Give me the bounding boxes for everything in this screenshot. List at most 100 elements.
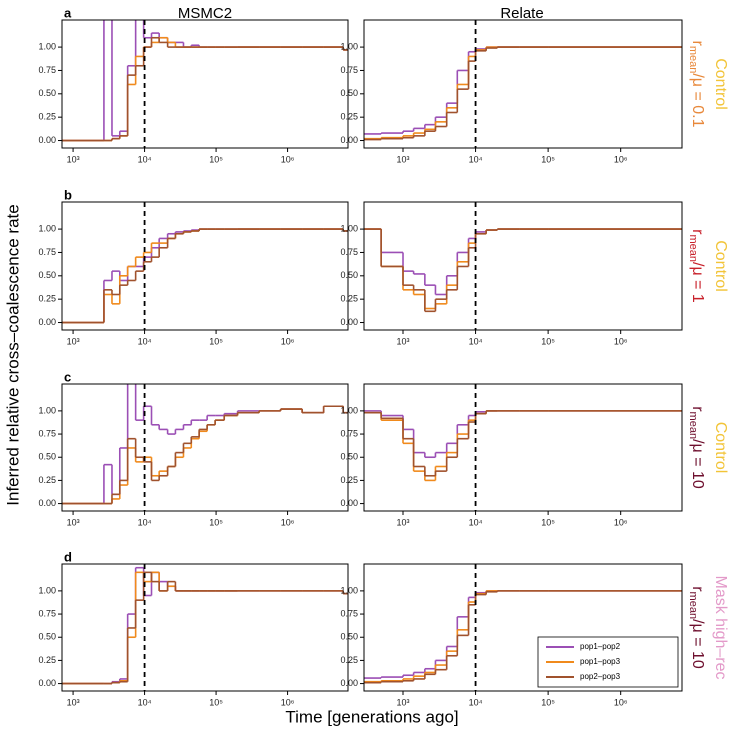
- y-tick-label: 1.00: [340, 405, 358, 415]
- x-tick-label: 10⁴: [469, 336, 483, 346]
- row-condition: Mask high–rec: [712, 575, 729, 679]
- x-tick-label: 10⁴: [469, 154, 483, 164]
- legend-label: pop2–pop3: [580, 672, 621, 681]
- y-tick-label: 0.50: [38, 88, 56, 98]
- plot-lines: [62, 20, 348, 142]
- y-tick-label: 1.00: [340, 223, 358, 233]
- row-ratio: rmean/μ = 0.1: [687, 41, 706, 128]
- y-tick-label: 0.50: [340, 632, 358, 642]
- row-condition: Control: [712, 422, 729, 474]
- x-tick-label: 10⁶: [614, 336, 628, 346]
- y-tick-label: 0.25: [340, 294, 358, 304]
- y-tick-label: 1.00: [340, 585, 358, 595]
- y-tick-label: 0.75: [340, 428, 358, 438]
- plot-frame: [61, 201, 349, 331]
- y-tick-label: 0.25: [340, 655, 358, 665]
- y-tick-label: 0.00: [340, 135, 358, 145]
- plot-lines: [364, 46, 682, 141]
- row-ratio: rmean/μ = 10: [687, 406, 706, 489]
- x-tick-label: 10⁶: [614, 154, 628, 164]
- x-tick-label: 10⁶: [614, 697, 628, 707]
- y-tick-label: 0.25: [38, 294, 56, 304]
- plot-frame: [61, 383, 349, 512]
- plot-lines: [364, 590, 682, 684]
- x-tick-label: 10⁴: [138, 154, 152, 164]
- plot-lines: [364, 228, 682, 313]
- x-tick-label: 10⁵: [541, 154, 555, 164]
- y-tick-label: 0.50: [38, 270, 56, 280]
- plot-frame: [363, 383, 683, 512]
- ratio-rest: /μ = 0.1: [689, 73, 706, 127]
- y-tick-label: 0.50: [340, 88, 358, 98]
- y-tick-label: 1.00: [38, 405, 56, 415]
- ratio-rest: /μ = 10: [689, 619, 706, 669]
- y-tick-label: 0.50: [38, 632, 56, 642]
- x-tick-label: 10⁵: [541, 336, 555, 346]
- plot-lines: [364, 410, 682, 482]
- x-tick-label: 10⁴: [469, 517, 483, 527]
- row-ratio: rmean/μ = 1: [687, 229, 706, 303]
- y-tick-label: 0.00: [340, 678, 358, 688]
- ratio-symbol: r: [689, 406, 706, 412]
- y-tick-label: 0.00: [340, 498, 358, 508]
- y-tick-label: 0.00: [38, 135, 56, 145]
- x-tick-label: 10⁵: [541, 697, 555, 707]
- y-tick-label: 0.75: [38, 428, 56, 438]
- plot-lines: [62, 566, 348, 685]
- panel-letter: c: [64, 369, 71, 384]
- x-tick-label: 10⁵: [209, 336, 223, 346]
- y-tick-label: 0.75: [340, 247, 358, 257]
- x-tick-label: 10⁶: [281, 336, 295, 346]
- panel-letter: d: [64, 549, 72, 564]
- plot-frame: [363, 19, 683, 149]
- x-tick-label: 10⁶: [281, 517, 295, 527]
- row-condition: Control: [712, 240, 729, 292]
- column-title: Relate: [500, 5, 543, 22]
- x-tick-label: 10⁴: [138, 336, 152, 346]
- panel-letter: a: [64, 5, 72, 20]
- legend-label: pop1–pop2: [580, 642, 621, 651]
- ratio-rest: /μ = 1: [689, 262, 706, 303]
- legend-label: pop1–pop3: [580, 657, 621, 666]
- plot-frame: [61, 563, 349, 692]
- x-tick-label: 10⁵: [541, 517, 555, 527]
- y-tick-label: 0.25: [38, 655, 56, 665]
- y-tick-label: 0.25: [38, 112, 56, 122]
- ratio-symbol: r: [689, 229, 706, 235]
- y-axis-label: Inferred relative cross–coalescence rate: [3, 204, 22, 505]
- x-tick-label: 10³: [396, 336, 409, 346]
- row-condition: Control: [712, 58, 729, 110]
- x-tick-label: 10⁴: [469, 697, 483, 707]
- y-tick-label: 1.00: [38, 223, 56, 233]
- x-tick-label: 10⁴: [138, 697, 152, 707]
- y-tick-label: 0.75: [340, 65, 358, 75]
- x-tick-label: 10⁵: [209, 154, 223, 164]
- plot-lines: [62, 228, 348, 324]
- ratio-subscript: mean: [687, 235, 699, 263]
- y-tick-label: 0.75: [38, 247, 56, 257]
- x-tick-label: 10⁶: [281, 697, 295, 707]
- ratio-subscript: mean: [687, 592, 699, 620]
- y-tick-label: 1.00: [340, 41, 358, 51]
- panel-letter: b: [64, 187, 72, 202]
- plot-frame: [363, 563, 683, 692]
- x-tick-label: 10³: [67, 154, 80, 164]
- x-tick-label: 10³: [67, 517, 80, 527]
- y-tick-label: 0.00: [38, 678, 56, 688]
- column-title: MSMC2: [178, 5, 232, 22]
- y-tick-label: 0.25: [340, 475, 358, 485]
- x-tick-label: 10³: [67, 336, 80, 346]
- x-tick-label: 10³: [67, 697, 80, 707]
- ratio-rest: /μ = 10: [689, 439, 706, 489]
- y-tick-label: 0.50: [340, 452, 358, 462]
- y-tick-label: 1.00: [38, 585, 56, 595]
- x-tick-label: 10⁵: [209, 697, 223, 707]
- row-ratio: rmean/μ = 10: [687, 586, 706, 669]
- x-tick-label: 10³: [396, 517, 409, 527]
- plot-frame: [61, 19, 349, 149]
- y-tick-label: 0.75: [340, 608, 358, 618]
- x-tick-label: 10⁶: [614, 517, 628, 527]
- y-tick-label: 1.00: [38, 41, 56, 51]
- ratio-subscript: mean: [687, 46, 699, 74]
